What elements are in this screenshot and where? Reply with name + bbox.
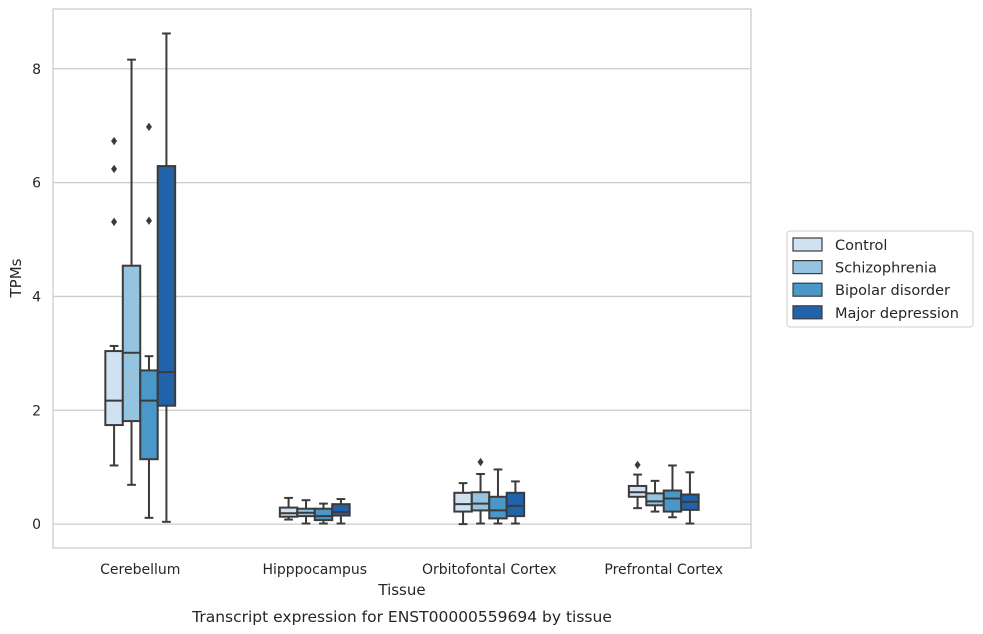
box-iqr [278, 506, 299, 518]
box-major-depression [156, 32, 177, 523]
box-iqr [662, 489, 683, 513]
box-iqr [488, 495, 508, 520]
legend-label: Schizophrenia [835, 261, 937, 277]
x-tick-label: Cerebellum [100, 562, 180, 578]
legend: Control Schizophrenia Bipolar disorder Majo… [786, 230, 974, 328]
outlier-point [477, 457, 484, 467]
outlier-point [111, 217, 118, 227]
legend-swatch [792, 282, 823, 297]
box-schizophrenia [645, 479, 665, 513]
legend-label: Control [835, 238, 887, 254]
plot-frame [52, 8, 752, 549]
outlier-point [634, 460, 641, 470]
legend-label: Bipolar disorder [835, 283, 950, 299]
y-tick-label: 4 [32, 289, 41, 305]
y-axis-label: TPMs [7, 258, 25, 298]
x-axis-label: Tissue [377, 581, 425, 599]
box-iqr [104, 350, 124, 427]
box-iqr [470, 491, 491, 512]
box-control [627, 460, 648, 510]
box-bipolar-disorder [488, 468, 508, 525]
box-major-depression [331, 498, 351, 525]
box-iqr [121, 264, 142, 423]
legend-label: Major depression [835, 306, 959, 322]
y-tick-label: 0 [32, 517, 41, 533]
outlier-point [145, 216, 152, 225]
chart-caption: Transcript expression for ENST0000055969… [191, 608, 612, 626]
x-tick-label: Hipppocampus [262, 562, 367, 578]
x-tick-label: Orbitofontal Cortex [422, 562, 557, 578]
legend-frame [786, 230, 974, 328]
box-iqr [505, 491, 526, 518]
box-iqr [645, 492, 665, 507]
box-iqr [331, 503, 351, 517]
box-schizophrenia [121, 58, 142, 486]
box-control [104, 136, 124, 467]
box-bipolar-disorder [139, 122, 159, 519]
boxes-layer [104, 32, 700, 526]
box-iqr [139, 369, 159, 461]
y-tick-labels: 0 2 4 6 8 [32, 62, 41, 533]
y-tick-label: 6 [32, 176, 41, 192]
legend-swatch [792, 237, 823, 252]
box-major-depression [505, 480, 526, 525]
outlier-point [111, 136, 118, 146]
y-tick-label: 8 [32, 62, 41, 78]
box-schizophrenia [470, 457, 491, 525]
legend-swatch [792, 260, 823, 275]
x-tick-labels: Cerebellum Hipppocampus Orbitofontal Corte… [100, 562, 723, 578]
outlier-point [111, 164, 118, 174]
box-iqr [156, 165, 177, 407]
box-schizophrenia [296, 499, 316, 525]
y-tick-label: 2 [32, 403, 41, 419]
box-major-depression [680, 471, 700, 525]
x-tick-label: Prefrontal Cortex [604, 562, 723, 578]
box-iqr [313, 507, 334, 522]
box-iqr [453, 491, 473, 513]
outlier-point [145, 122, 152, 132]
legend-swatch [792, 305, 823, 320]
